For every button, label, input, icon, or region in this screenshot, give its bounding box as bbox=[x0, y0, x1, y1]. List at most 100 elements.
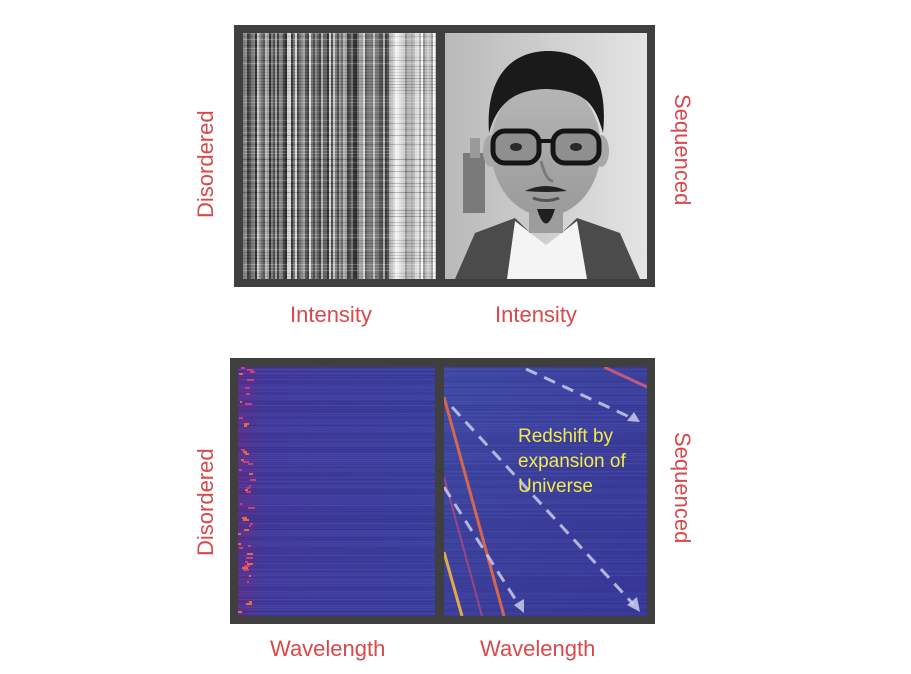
intensity-row bbox=[243, 48, 436, 49]
spectrum-row bbox=[444, 537, 647, 538]
intensity-row bbox=[243, 123, 436, 124]
intensity-row bbox=[243, 258, 436, 259]
spectrum-row bbox=[444, 471, 647, 472]
spectrum-row bbox=[238, 393, 435, 394]
spectrum-row bbox=[238, 517, 435, 518]
annotation-line-3: Universe bbox=[518, 476, 593, 497]
spectrum-row bbox=[444, 493, 647, 494]
spectrum-row bbox=[444, 463, 647, 464]
intensity-row bbox=[243, 33, 436, 34]
intensity-row bbox=[243, 147, 436, 148]
spectrum-row bbox=[444, 427, 647, 428]
spectrum-row bbox=[444, 607, 647, 608]
spectrum-row bbox=[238, 405, 435, 406]
intensity-stripe bbox=[403, 33, 405, 279]
intensity-stripe bbox=[303, 33, 305, 279]
spectrum-row bbox=[238, 531, 435, 532]
emission-dot bbox=[245, 403, 252, 405]
intensity-stripe bbox=[257, 33, 259, 279]
spectrum-row bbox=[238, 461, 435, 462]
intensity-stripe bbox=[343, 33, 345, 279]
spectrum-row bbox=[444, 487, 647, 488]
spectrum-row bbox=[444, 453, 647, 454]
intensity-stripe bbox=[295, 33, 297, 279]
spectrum-row bbox=[238, 481, 435, 482]
spectrum-row bbox=[444, 533, 647, 534]
intensity-stripe bbox=[375, 33, 377, 279]
intensity-row bbox=[243, 168, 436, 169]
spectrum-row bbox=[238, 491, 435, 492]
intensity-row bbox=[243, 150, 436, 151]
intensity-stripe bbox=[407, 33, 409, 279]
intensity-row bbox=[243, 114, 436, 115]
intensity-stripe bbox=[365, 33, 367, 279]
intensity-row bbox=[243, 96, 436, 97]
intensity-row bbox=[243, 93, 436, 94]
spectrum-row bbox=[238, 567, 435, 568]
intensity-stripe bbox=[349, 33, 351, 279]
intensity-row bbox=[243, 216, 436, 217]
spectrum-row bbox=[444, 601, 647, 602]
intensity-row bbox=[243, 75, 436, 76]
spectrum-row bbox=[444, 593, 647, 594]
spectrum-row bbox=[444, 517, 647, 518]
spectrum-row bbox=[444, 491, 647, 492]
spectrum-row bbox=[238, 403, 435, 404]
spectrum-row bbox=[238, 423, 435, 424]
spectrum-row bbox=[444, 521, 647, 522]
intensity-stripe bbox=[315, 33, 317, 279]
spectrum-row bbox=[444, 467, 647, 468]
intensity-row bbox=[243, 249, 436, 250]
spectrum-row bbox=[444, 465, 647, 466]
spectrum-row bbox=[238, 465, 435, 466]
emission-dot bbox=[247, 487, 250, 489]
spectrum-row bbox=[238, 469, 435, 470]
spectrum-row bbox=[444, 407, 647, 408]
spectrum-row bbox=[238, 407, 435, 408]
spectrum-row bbox=[444, 421, 647, 422]
intensity-row bbox=[243, 69, 436, 70]
emission-dot bbox=[238, 533, 241, 535]
spectrum-row bbox=[238, 435, 435, 436]
intensity-row bbox=[243, 207, 436, 208]
disordered-intensity-stripes bbox=[243, 33, 436, 279]
spectrum-row bbox=[444, 503, 647, 504]
intensity-row bbox=[243, 42, 436, 43]
spectrum-row bbox=[444, 495, 647, 496]
spectrum-row bbox=[444, 443, 647, 444]
spectrum-row bbox=[444, 455, 647, 456]
spectrum-row bbox=[238, 379, 435, 380]
emission-dot bbox=[249, 575, 251, 577]
intensity-stripe bbox=[269, 33, 271, 279]
sequenced-portrait-panel bbox=[445, 33, 647, 279]
emission-dot bbox=[241, 459, 244, 461]
spectrum-row bbox=[444, 599, 647, 600]
intensity-stripe bbox=[279, 33, 281, 279]
emission-dot bbox=[239, 469, 242, 471]
intensity-row bbox=[243, 87, 436, 88]
spectrum-row bbox=[238, 601, 435, 602]
spectrum-row bbox=[444, 397, 647, 398]
intensity-stripe bbox=[321, 33, 323, 279]
spectrum-row bbox=[238, 395, 435, 396]
intensity-stripe bbox=[307, 33, 309, 279]
spectrum-row bbox=[444, 393, 647, 394]
redshift-annotation: Redshift by expansion of Universe bbox=[518, 424, 626, 499]
intensity-stripe bbox=[419, 33, 421, 279]
intensity-stripe bbox=[251, 33, 253, 279]
spectrum-row bbox=[238, 477, 435, 478]
intensity-row bbox=[243, 99, 436, 100]
spectrum-row bbox=[238, 431, 435, 432]
spectrum-row bbox=[238, 377, 435, 378]
spectrum-row bbox=[444, 535, 647, 536]
spectrum-row bbox=[444, 469, 647, 470]
spectrum-row bbox=[238, 559, 435, 560]
intensity-stripe bbox=[263, 33, 265, 279]
spectrum-row bbox=[238, 437, 435, 438]
emission-dot bbox=[245, 561, 248, 563]
intensity-stripe bbox=[361, 33, 363, 279]
spectrum-row bbox=[444, 531, 647, 532]
spectrum-row bbox=[444, 425, 647, 426]
intensity-row bbox=[243, 57, 436, 58]
spectrum-row bbox=[238, 459, 435, 460]
